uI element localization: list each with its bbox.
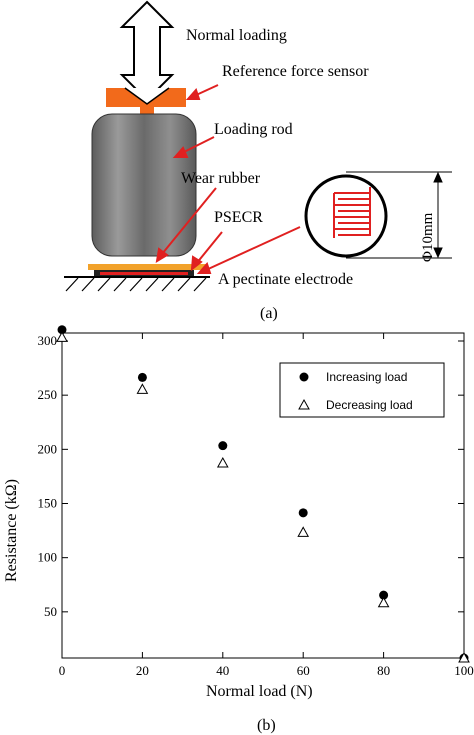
label-reference-force-sensor: Reference force sensor <box>222 63 369 80</box>
x-tick-label: 80 <box>377 663 390 678</box>
x-axis-label: Normal load (N) <box>206 683 313 700</box>
y-axis-label: Resistance (kΩ) <box>3 479 20 582</box>
arrow-to-rod <box>181 136 215 154</box>
y-tick-label: 250 <box>38 387 58 402</box>
legend-marker-increasing <box>299 372 309 382</box>
point-increasing-load <box>379 590 389 600</box>
legend: Increasing load Decreasing load <box>279 362 445 418</box>
label-loading-rod: Loading rod <box>214 121 293 138</box>
arrow-to-psecr <box>195 231 223 265</box>
normal-loading-arrow <box>119 0 175 102</box>
point-increasing-load <box>218 441 228 451</box>
x-tick-label: 20 <box>136 663 149 678</box>
panel-a-schematic: Normal loading Reference force sensor Lo… <box>64 0 452 322</box>
plot-frame <box>61 332 465 659</box>
data-marks <box>56 325 470 663</box>
x-tick-label: 100 <box>454 663 474 678</box>
caption-b: (b) <box>257 717 276 734</box>
point-decreasing-load <box>56 331 68 342</box>
point-decreasing-load <box>136 383 149 394</box>
label-normal-loading: Normal loading <box>186 27 287 44</box>
label-diameter: Φ10mm <box>420 212 436 262</box>
y-tick-label: 300 <box>38 333 58 348</box>
legend-marker-decreasing <box>298 398 310 410</box>
legend-label-decreasing: Decreasing load <box>326 398 413 412</box>
point-decreasing-load <box>216 456 229 468</box>
arrow-to-wear-rubber <box>161 187 217 255</box>
panel-b-chart: 50 100 150 200 250 300 0 20 40 60 80 100 Increasin… <box>3 325 474 734</box>
electrode-strip <box>100 272 188 275</box>
ground-hatching <box>65 277 207 292</box>
point-increasing-load <box>298 508 308 518</box>
point-decreasing-load <box>377 596 390 608</box>
label-pectinate-electrode: A pectinate electrode <box>218 271 353 288</box>
point-increasing-load <box>137 372 147 382</box>
point-decreasing-load <box>297 526 310 537</box>
x-tick-label: 40 <box>216 663 229 678</box>
label-wear-rubber: Wear rubber <box>181 170 261 187</box>
y-tick-label: 100 <box>38 550 58 565</box>
arrow-to-electrode <box>205 226 301 271</box>
y-tick-label: 150 <box>38 496 58 511</box>
legend-label-increasing: Increasing load <box>326 370 407 384</box>
y-tick-label: 200 <box>38 441 58 456</box>
wear-rubber-shape <box>88 264 206 270</box>
label-psecr: PSECR <box>214 209 263 226</box>
x-tick-label: 0 <box>59 663 66 678</box>
y-axis-ticks: 50 100 150 200 250 300 <box>38 333 464 619</box>
y-tick-label: 50 <box>44 604 57 619</box>
point-decreasing-load <box>458 651 470 663</box>
loading-rod-shape <box>91 113 197 257</box>
x-tick-label: 60 <box>297 663 310 678</box>
point-increasing-load <box>57 325 67 335</box>
caption-a: (a) <box>260 305 278 322</box>
x-axis-ticks: 0 20 40 60 80 100 <box>59 333 474 678</box>
pectinate-electrode-drawing <box>333 187 371 238</box>
